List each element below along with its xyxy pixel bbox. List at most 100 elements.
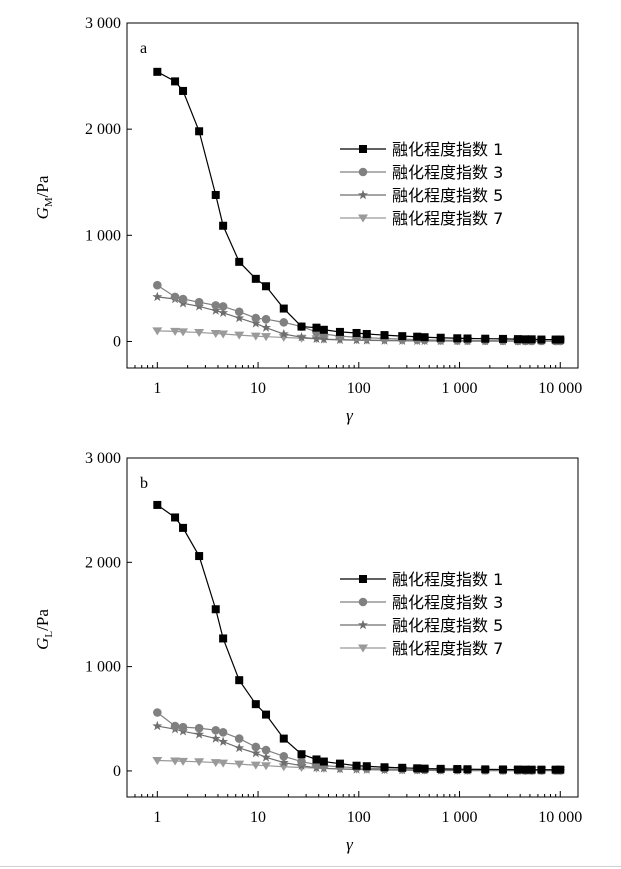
data-point <box>218 759 229 768</box>
data-point <box>311 333 322 344</box>
data-point <box>498 765 507 774</box>
data-point <box>194 758 205 767</box>
data-point <box>335 327 344 336</box>
data-point <box>420 333 429 342</box>
y-tick-label: 3 000 <box>85 15 121 32</box>
data-point <box>352 328 361 337</box>
legend-label: 融化程度指数 7 <box>392 639 503 658</box>
y-axis-title: GM/Pa <box>33 175 55 219</box>
data-point <box>278 328 289 339</box>
data-point <box>537 335 546 344</box>
chart-panel-b: 0 1 000 2 000 3 000 1 10 100 1 000 10 000 γ GL/Pa b… <box>33 450 582 854</box>
data-point <box>234 307 244 317</box>
data-point <box>413 332 422 341</box>
y-axis-title-subscript: M <box>43 197 55 207</box>
data-point <box>250 318 261 328</box>
data-point <box>261 333 272 342</box>
data-point <box>153 500 162 509</box>
data-point <box>153 280 162 290</box>
x-axis-title: γ <box>346 835 354 854</box>
legend-label: 融化程度指数 3 <box>392 163 503 182</box>
data-point <box>318 334 329 344</box>
data-point <box>261 314 271 324</box>
data-point <box>463 334 472 343</box>
x-tick-label: 10 000 <box>538 809 582 826</box>
legend-label: 融化程度指数 3 <box>392 593 503 612</box>
data-point <box>436 764 445 773</box>
legend-marker <box>358 214 368 223</box>
plot-frame <box>126 457 579 798</box>
legend-label: 融化程度指数 1 <box>392 570 503 589</box>
data-point <box>312 755 321 764</box>
data-point <box>279 734 288 743</box>
data-point <box>380 331 389 340</box>
chart-panel-a: 0 1 000 2 000 3 000 1 10 100 1 000 10 000 γ GM/Pa a… <box>33 15 582 425</box>
data-point <box>380 763 389 772</box>
data-point <box>152 720 163 731</box>
data-point <box>218 302 228 311</box>
data-point <box>234 312 245 323</box>
data-point <box>261 752 271 762</box>
data-point <box>527 335 536 344</box>
data-point <box>261 745 271 755</box>
data-point <box>218 728 228 737</box>
data-point <box>152 756 163 765</box>
data-point <box>527 765 536 774</box>
data-point <box>319 325 328 334</box>
legend-marker <box>358 644 368 653</box>
legend-marker <box>358 619 368 630</box>
data-point <box>278 333 289 342</box>
data-point <box>152 291 163 302</box>
data-point <box>319 757 328 766</box>
data-point <box>211 725 221 735</box>
data-point <box>179 523 188 532</box>
data-point <box>251 313 261 323</box>
data-point <box>210 305 221 315</box>
data-point <box>170 757 181 766</box>
data-point <box>297 757 306 766</box>
data-point <box>234 331 245 340</box>
series-1 <box>153 500 565 774</box>
data-point <box>537 765 546 774</box>
x-tick-label: 1 000 <box>442 809 478 826</box>
data-point <box>194 723 204 733</box>
data-point <box>279 318 289 327</box>
data-point <box>170 292 180 302</box>
legend-marker <box>359 575 367 583</box>
data-point <box>178 294 188 304</box>
y-tick-label: 3 000 <box>85 450 121 467</box>
data-point <box>178 328 189 337</box>
data-point <box>296 332 307 342</box>
data-point <box>262 282 271 291</box>
data-point <box>194 328 205 337</box>
data-point <box>250 761 261 770</box>
y-tick-label: 2 000 <box>85 554 121 571</box>
data-point <box>453 334 462 343</box>
y-tick-label: 2 000 <box>85 121 121 138</box>
x-tick-label: 10 000 <box>538 380 582 397</box>
data-point <box>170 721 180 731</box>
data-point <box>556 335 565 344</box>
legend-marker <box>358 189 368 200</box>
data-point <box>178 722 188 732</box>
legend-marker <box>359 145 367 153</box>
data-point <box>235 676 244 685</box>
data-point <box>398 332 407 341</box>
panel-label: b <box>140 475 148 492</box>
data-point <box>262 710 271 719</box>
data-point <box>194 729 205 739</box>
data-point <box>210 759 221 768</box>
data-point <box>513 335 522 344</box>
legend: 融化程度指数 1 融化程度指数 3 融化程度指数 5 融化程度指数 7 <box>340 140 503 228</box>
data-point <box>297 750 306 759</box>
data-point <box>551 765 560 774</box>
y-tick-label: 0 <box>113 763 121 780</box>
data-point <box>219 221 228 230</box>
y-axis-title-symbol: G <box>33 207 52 219</box>
data-point <box>235 257 244 266</box>
legend-marker <box>358 597 368 607</box>
legend-label: 融化程度指数 5 <box>392 186 503 205</box>
data-point <box>250 332 261 341</box>
y-axis-title-symbol: G <box>33 638 52 650</box>
